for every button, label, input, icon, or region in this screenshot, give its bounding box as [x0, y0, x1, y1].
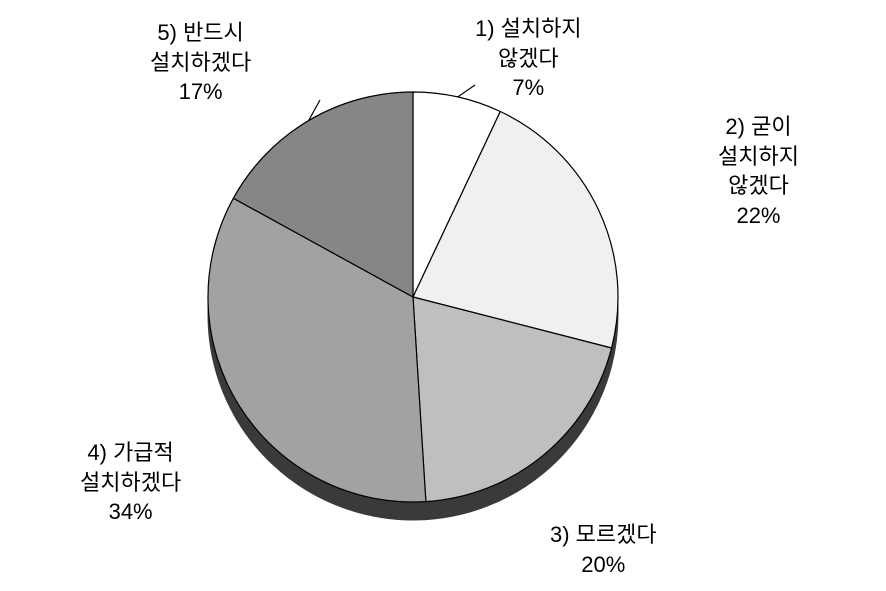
slice-label-s5: 5) 반드시 설치하겠다 17%	[150, 18, 251, 107]
slice-label-name-s2: 2) 굳이 설치하지 않겠다	[718, 114, 799, 198]
slice-label-percent-s4: 34%	[109, 499, 153, 524]
slice-label-percent-s1: 7%	[512, 75, 544, 100]
slice-label-name-s4: 4) 가급적 설치하겠다	[80, 440, 181, 495]
leader-line-s1	[458, 85, 475, 97]
slice-label-percent-s3: 20%	[581, 552, 625, 577]
slice-label-s1: 1) 설치하지 않겠다 7%	[475, 14, 582, 103]
slice-label-name-s5: 5) 반드시 설치하겠다	[150, 20, 251, 75]
slice-label-s3: 3) 모르겠다 20%	[550, 520, 657, 579]
slice-label-percent-s2: 22%	[736, 203, 780, 228]
slice-label-s4: 4) 가급적 설치하겠다 34%	[80, 438, 181, 527]
slice-label-s2: 2) 굳이 설치하지 않겠다 22%	[718, 112, 799, 231]
slice-label-name-s1: 1) 설치하지 않겠다	[475, 16, 582, 71]
slice-label-name-s3: 3) 모르겠다	[550, 522, 657, 547]
slice-label-percent-s5: 17%	[179, 79, 223, 104]
pie-chart: 1) 설치하지 않겠다 7% 2) 굳이 설치하지 않겠다 22% 3) 모르겠다 20%…	[0, 0, 886, 591]
